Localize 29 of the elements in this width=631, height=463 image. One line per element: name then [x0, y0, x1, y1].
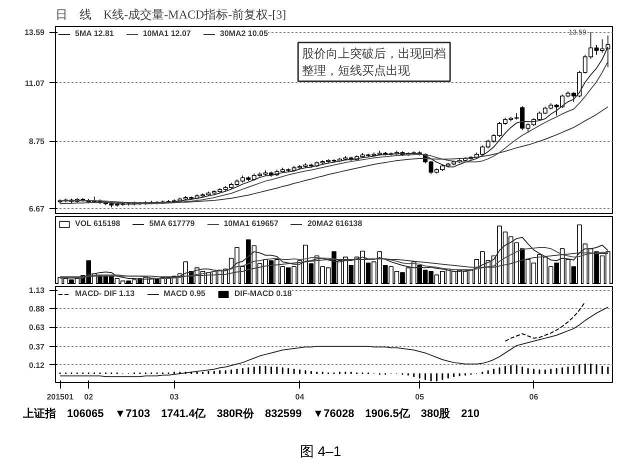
y-tick-label: 11.07	[24, 78, 46, 88]
x-tick-label: 04	[295, 392, 305, 402]
y-tick-label: 0.63	[28, 323, 46, 332]
legend-label: 30MA2 10.05	[220, 29, 268, 38]
legend-label: MACD- DIF 1.13	[75, 289, 135, 298]
y-tick-label: 1.13	[28, 286, 46, 296]
y-tick-label: 13.59	[24, 28, 46, 38]
y-tick-label: 0.88	[28, 304, 46, 314]
y-tick-label: 0.37	[28, 342, 46, 352]
caption: 图 4–1	[300, 442, 342, 461]
x-tick-label: 03	[170, 392, 180, 402]
legend-label: MACD 0.95	[164, 289, 206, 298]
legend-label: 10MA1 12.07	[142, 29, 191, 38]
x-tick-label: 201501	[46, 392, 74, 402]
legend-label: 10MA1 619657	[224, 219, 278, 228]
y-tick-label: 0.12	[28, 360, 46, 370]
x-tick-label: 06	[529, 392, 539, 402]
y-tick-label: 6.67	[28, 204, 46, 214]
chart-title: 日 线 K线-成交量-MACD指标-前复权-[3]	[56, 8, 286, 22]
legend-label: VOL 615198	[75, 219, 120, 228]
x-tick-label: 02	[84, 392, 94, 402]
legend-label: 5MA 617779	[149, 219, 195, 228]
x-tick-label: 05	[415, 392, 425, 402]
legend-label: 20MA2 616138	[307, 219, 362, 228]
annotation: 股价向上突破后，出现回档整理，短线买点出现	[302, 46, 446, 78]
y-tick-label: 8.75	[28, 137, 46, 146]
legend-label: DIF-MACD 0.18	[234, 289, 292, 298]
text: 上证指 106065 ▼7103 1741.4亿 380R份 832599 ▼76028 1906.5亿 380股 210	[23, 407, 480, 422]
legend-label: 5MA 12.81	[75, 29, 114, 38]
